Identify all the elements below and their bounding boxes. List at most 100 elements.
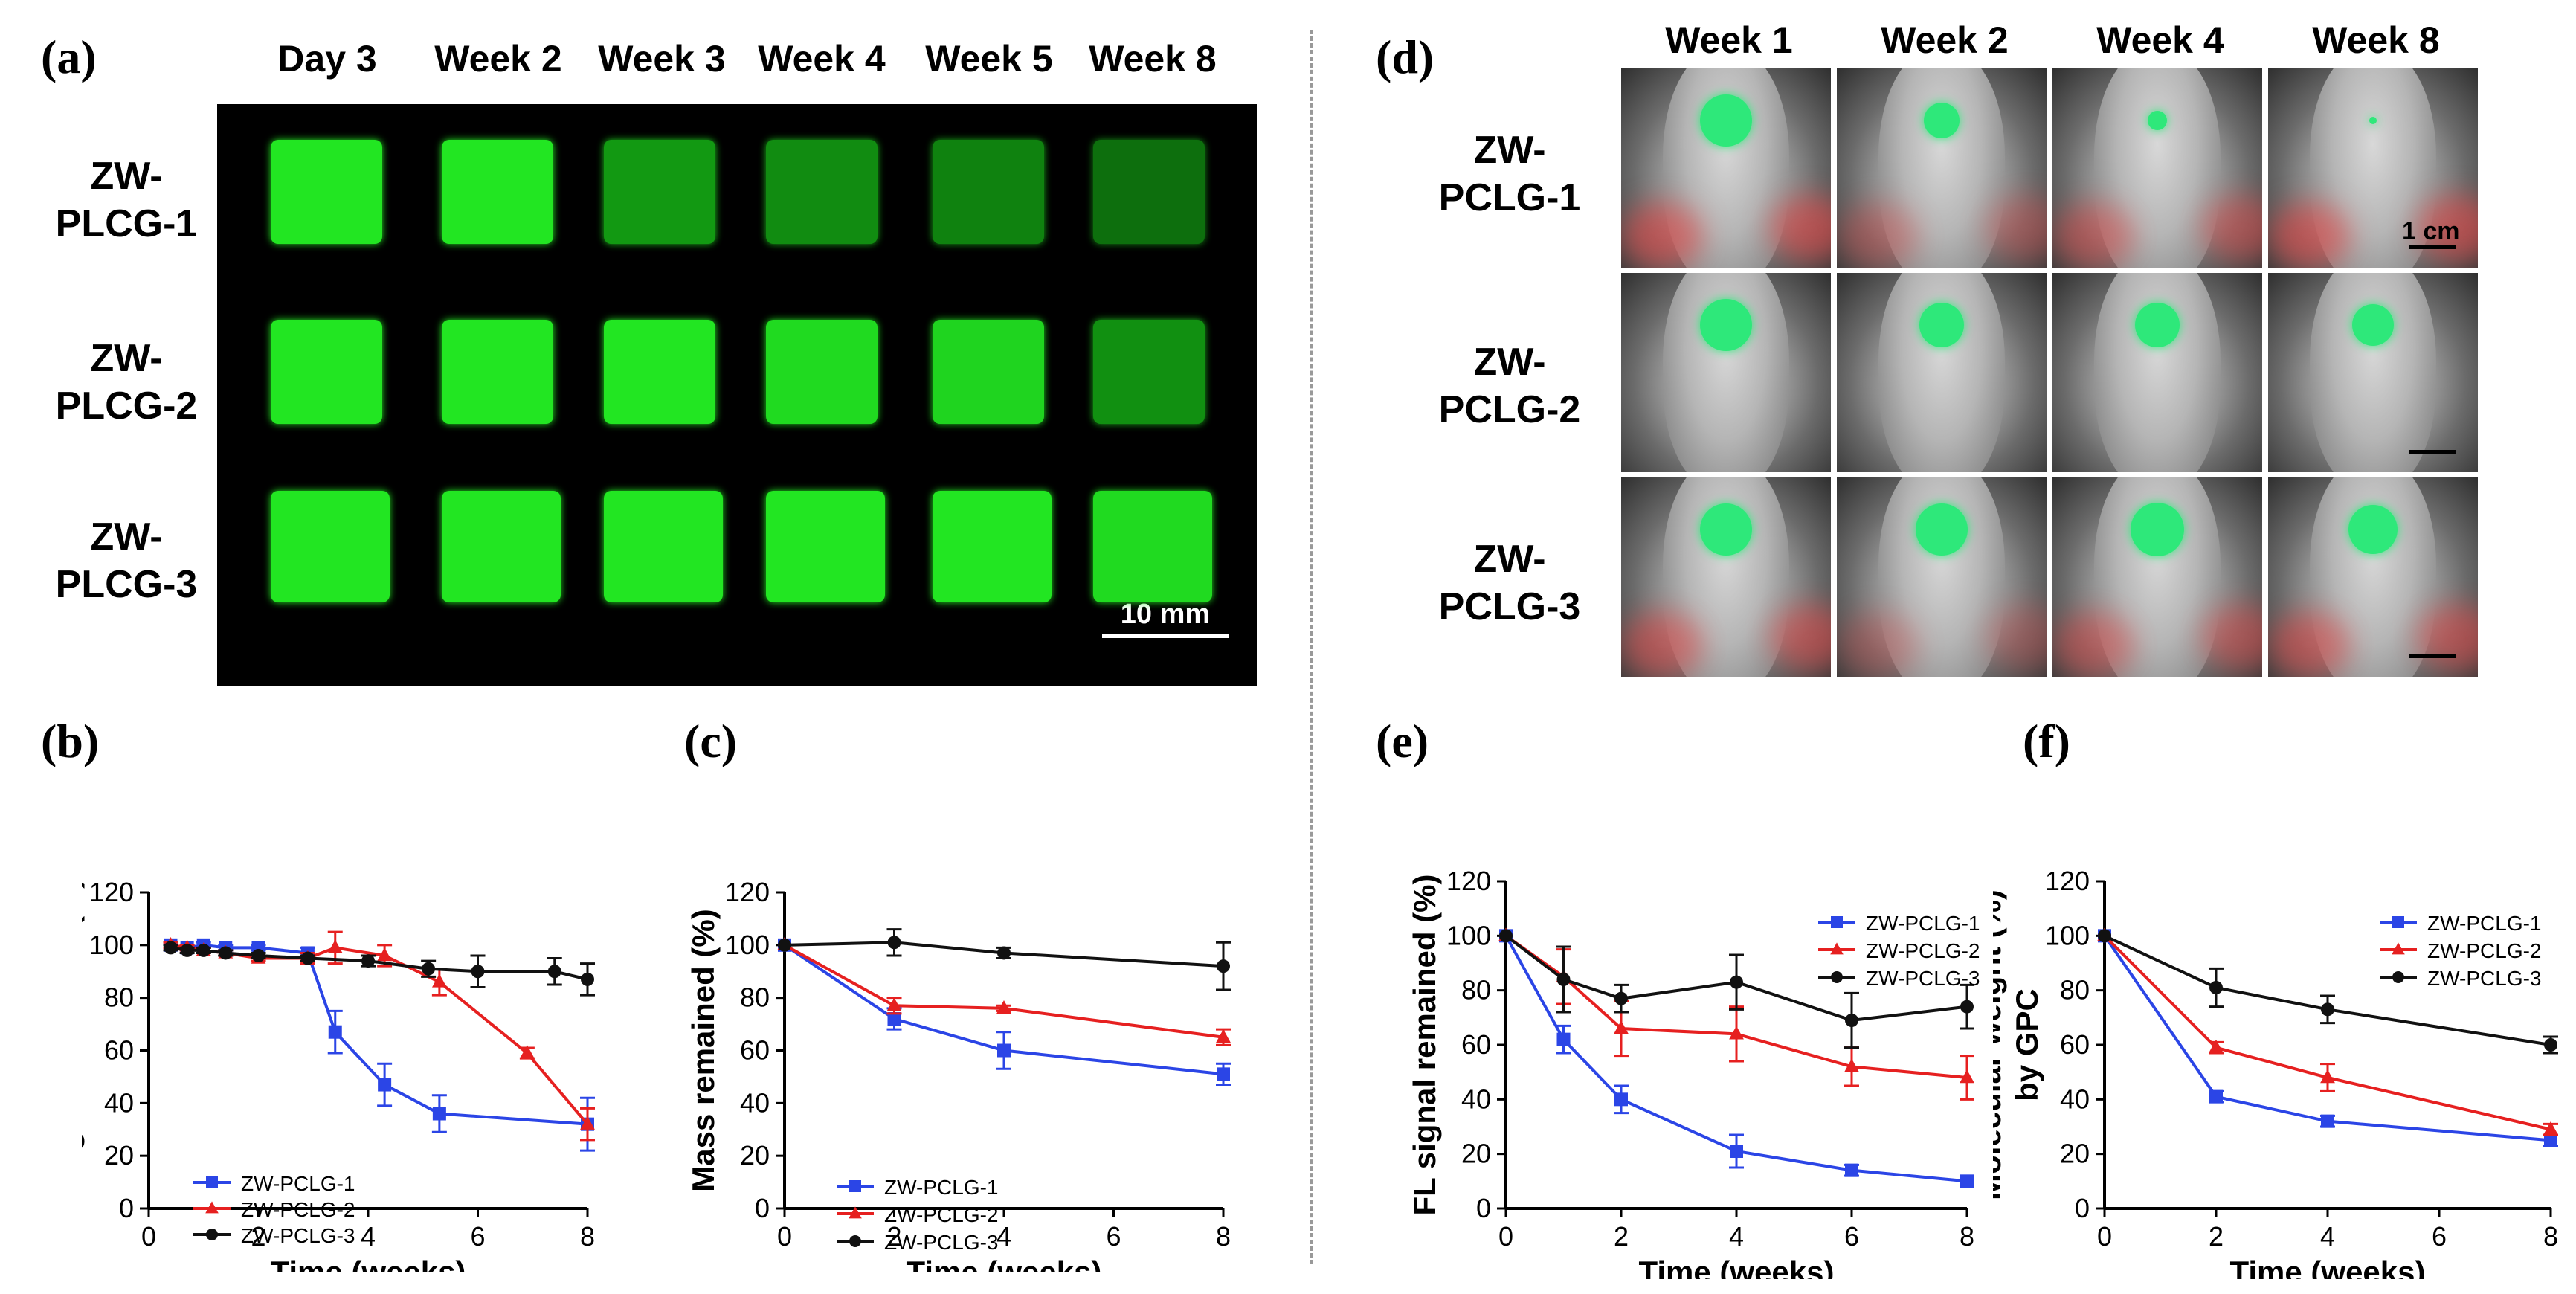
- heat-signal: [2417, 604, 2478, 671]
- hydrogel-sample: [766, 491, 885, 602]
- hydrogel-sample: [933, 320, 1044, 424]
- mouse-fluorescence-image: [1837, 273, 2047, 472]
- heat-signal: [1770, 604, 1831, 671]
- series-point: [849, 1180, 861, 1192]
- row-label-line1: ZW-: [90, 515, 163, 559]
- column-header-week2: Week 2: [1881, 19, 2009, 61]
- y-tick-label: 80: [2060, 975, 2090, 1005]
- heat-signal: [2201, 604, 2262, 671]
- x-tick-label: 2: [2209, 1221, 2224, 1252]
- row-label-line1: ZW-: [1473, 538, 1546, 581]
- hydrogel-sample: [271, 140, 382, 244]
- x-tick-label: 2: [886, 1221, 901, 1252]
- hydrogel-sample: [1093, 491, 1212, 602]
- series-point: [1845, 1014, 1858, 1027]
- series-line: [2103, 935, 2551, 1142]
- series-line: [784, 944, 1224, 1039]
- heat-signal: [2201, 195, 2262, 262]
- series-point: [432, 1107, 446, 1121]
- heat-signal: [2052, 202, 2134, 268]
- series-point: [887, 936, 901, 950]
- mouse-fluorescence-image: [1837, 68, 2047, 268]
- y-tick-label: 60: [2060, 1029, 2090, 1060]
- series-point: [471, 965, 485, 979]
- hydrogel-sample: [933, 491, 1052, 602]
- series-point: [327, 939, 343, 953]
- fluorescent-implant: [1919, 303, 1964, 347]
- fluorescent-implant: [1700, 94, 1752, 147]
- series-point: [778, 938, 791, 952]
- heat-signal: [1986, 604, 2047, 671]
- x-tick-label: 6: [470, 1221, 485, 1252]
- series-line: [784, 941, 1224, 968]
- column-header-week2: Week 2: [434, 38, 562, 80]
- row-label-plcg1: ZW- PLCG-1: [45, 152, 208, 248]
- series-point: [422, 962, 436, 976]
- y-tick-label: 80: [740, 982, 770, 1013]
- mouse-image-grid: 1 cm: [1621, 68, 2484, 686]
- series-point: [1499, 929, 1513, 943]
- column-header-day3: Day 3: [277, 38, 377, 80]
- fluorescent-implant: [2131, 503, 2184, 556]
- series-point: [2543, 1121, 2558, 1135]
- series-point: [886, 997, 902, 1011]
- series-point: [251, 949, 265, 962]
- series-point: [547, 965, 561, 979]
- hydrogel-sample: [271, 491, 390, 602]
- panel-divider: [1310, 30, 1313, 1264]
- x-axis-label: Time (weeks): [270, 1255, 466, 1272]
- hydrogel-sample: [442, 140, 553, 244]
- y-tick-label: 60: [104, 1035, 134, 1066]
- mouse-fluorescence-image: [2268, 68, 2478, 268]
- legend-label: ZW-PCLG-3: [2427, 967, 2542, 990]
- x-tick-label: 6: [1844, 1221, 1859, 1252]
- panel-label-f: (f): [2023, 715, 2070, 767]
- series-point: [1831, 916, 1843, 928]
- fluorescent-implant: [2148, 111, 2167, 130]
- column-header-week8: Week 8: [2312, 19, 2440, 61]
- heat-signal: [2268, 202, 2350, 268]
- series-point: [377, 947, 393, 962]
- row-label-plcg2: ZW- PLCG-2: [45, 335, 208, 430]
- legend-label: ZW-PCLG-2: [1866, 939, 1980, 962]
- series-point: [849, 1235, 861, 1247]
- mouse-fluorescence-image: [1621, 68, 1831, 268]
- series-point: [164, 941, 178, 955]
- hydrogel-sample: [442, 491, 561, 602]
- x-tick-label: 8: [1960, 1221, 1974, 1252]
- y-tick-label: 40: [740, 1087, 770, 1118]
- series-point: [1614, 991, 1628, 1005]
- panel-label-d: (d): [1376, 30, 1434, 83]
- series-point: [431, 973, 447, 988]
- legend-label: ZW-PCLG-3: [241, 1224, 355, 1247]
- legend-label: ZW-PCLG-3: [884, 1231, 999, 1254]
- mouse-scale-bar: [2409, 450, 2456, 454]
- legend-label: ZW-PCLG-2: [2427, 939, 2542, 962]
- series-line: [783, 944, 1224, 1076]
- row-label-line1: ZW-: [1473, 341, 1546, 384]
- hydrogel-sample: [933, 140, 1044, 244]
- series-point: [300, 951, 315, 965]
- fluorescent-implant: [1700, 503, 1752, 556]
- series-line: [1504, 934, 1968, 1079]
- y-axis-label-line2: by GPC: [2009, 988, 2044, 1101]
- y-tick-label: 100: [725, 930, 770, 960]
- series-point: [196, 943, 210, 957]
- y-axis-label: FL signal reduction (%): [82, 878, 85, 1223]
- row-label-pclg2: ZW- PCLG-2: [1413, 338, 1606, 434]
- row-label-line2: PLCG-2: [55, 384, 198, 428]
- y-tick-label: 40: [1461, 1084, 1491, 1114]
- series-line: [170, 943, 588, 1126]
- y-tick-label: 80: [1461, 975, 1491, 1005]
- mouse-fluorescence-image: [2052, 68, 2262, 268]
- series-point: [2392, 916, 2404, 928]
- heat-signal: [1837, 202, 1919, 268]
- x-axis-label: Time (weeks): [1638, 1255, 1834, 1279]
- series-point: [1830, 942, 1844, 955]
- series-point: [2321, 1002, 2334, 1017]
- series-point: [328, 1025, 342, 1039]
- mouse-body: [2094, 68, 2221, 268]
